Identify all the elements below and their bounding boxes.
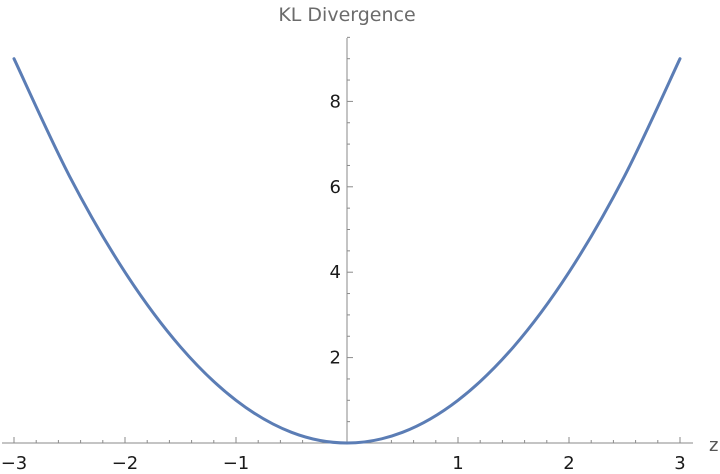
x-tick-label: 1 xyxy=(452,453,463,474)
x-tick-label: −2 xyxy=(112,453,139,474)
y-tick-label: 6 xyxy=(330,177,341,198)
x-tick-label: 2 xyxy=(563,453,574,474)
y-tick-label: 4 xyxy=(330,262,341,283)
x-axis-label: z xyxy=(709,435,718,456)
y-tick-label: 2 xyxy=(330,348,341,369)
x-tick-label: −3 xyxy=(1,453,28,474)
chart-title: KL Divergence xyxy=(278,4,415,26)
series-line xyxy=(12,57,682,445)
ticks: −3 −2 −1 1 2 3 2 4 6 8 xyxy=(1,36,686,474)
plot-area xyxy=(12,57,682,445)
x-tick-label: 3 xyxy=(674,453,685,474)
x-tick-label: −1 xyxy=(223,453,250,474)
y-tick-label: 8 xyxy=(330,91,341,112)
